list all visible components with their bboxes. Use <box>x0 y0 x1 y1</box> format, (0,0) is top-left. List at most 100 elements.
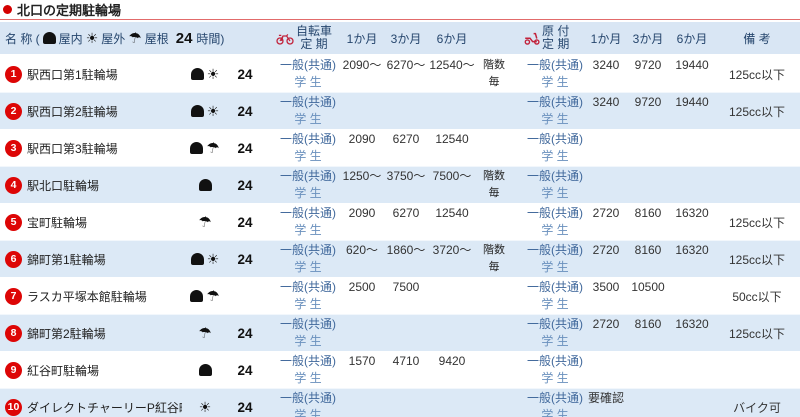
moped-student-label: 学 生 <box>541 408 569 417</box>
facility-name: 駅西口第1駐輪場 <box>27 67 118 82</box>
bike-price-note <box>476 94 512 128</box>
header-24h-suffix: 時間) <box>196 31 225 46</box>
moped-price-6mo <box>670 131 714 165</box>
bike-student-label: 学 生 <box>294 260 322 274</box>
facility-feature-icons: ☀ ☂ <box>182 179 228 191</box>
row-number-badge: 4 <box>5 176 22 194</box>
indoor-icon <box>198 364 212 376</box>
row-number-badge: 5 <box>5 213 22 231</box>
bike-category-cell: 一般(共通) 学 生 <box>276 316 340 350</box>
bike-price-1mo: 2090～ <box>342 58 382 72</box>
facility-name-cell: 9 紅谷町駐輪場 ☀ ☂ 24 <box>0 361 262 379</box>
bike-student-label: 学 生 <box>294 149 322 163</box>
moped-price-1mo: 3240 <box>592 95 620 109</box>
moped-price-1mo: 2720 <box>592 243 620 257</box>
header-remarks-column: 備 考 <box>743 31 771 46</box>
moped-price-6mo: 19440 <box>675 58 709 72</box>
moped-price-3mo <box>626 390 670 417</box>
bike-price-6mo: 3720～ <box>432 243 472 257</box>
moped-price-6mo: 16320 <box>675 317 709 331</box>
bike-price-note <box>476 131 512 165</box>
header-outdoor-label: 屋外 <box>101 31 126 46</box>
bike-student-label: 学 生 <box>294 408 322 417</box>
moped-general-label: 一般(共通) <box>527 169 583 183</box>
moped-student-label: 学 生 <box>541 112 569 126</box>
moped-category-cell: 一般(共通) 学 生 <box>524 168 586 202</box>
bike-student-label: 学 生 <box>294 186 322 200</box>
table-header-row: 名 称 ( 屋内 ☀ 屋外 ☂ 屋根 24 時間) 自転車 定 期 1か月 3か… <box>0 22 800 54</box>
moped-price-1mo: 2720 <box>592 206 620 220</box>
bike-price-1mo: 1570 <box>348 354 376 368</box>
remarks-cell: 125cc以下 <box>728 215 786 230</box>
moped-category-cell: 一般(共通) 学 生 <box>524 131 586 165</box>
bike-price-1mo: 620～ <box>345 243 379 257</box>
bike-category-cell: 一般(共通) 学 生 <box>276 205 340 239</box>
bike-price-6mo <box>428 94 476 128</box>
indoor-icon <box>190 253 204 265</box>
bike-price-note <box>476 279 512 313</box>
bike-general-label: 一般(共通) <box>280 391 336 405</box>
moped-student-label: 学 生 <box>541 149 569 163</box>
header-24h-number: 24 <box>175 29 193 47</box>
bike-price-3mo: 1860～ <box>386 243 426 257</box>
moped-category-cell: 一般(共通) 学 生 <box>524 390 586 417</box>
table-row: 2 駅西口第2駐輪場 ☀ ☂ 24 一般(共通) 学 生 一般 <box>0 93 800 130</box>
moped-price-6mo <box>670 353 714 387</box>
bike-category-cell: 一般(共通) 学 生 <box>276 242 340 276</box>
bike-price-1mo <box>340 94 384 128</box>
moped-general-label: 一般(共通) <box>527 243 583 257</box>
24h-label: 24 <box>237 214 253 230</box>
facility-name: ダイレクトチャーリーP紅谷町No.2 <box>27 400 182 415</box>
bike-price-3mo: 4710 <box>392 354 420 368</box>
bike-price-3mo: 6270～ <box>386 58 426 72</box>
bike-price-1mo: 2090 <box>348 206 376 220</box>
table-row: 1 駅西口第1駐輪場 ☀ ☂ 24 一般(共通) 学 生 2090～ 6270～… <box>0 56 800 93</box>
roof-icon: ☂ <box>127 28 143 48</box>
bike-student-label: 学 生 <box>294 75 322 89</box>
24h-label: 24 <box>237 140 253 156</box>
moped-price-3mo: 8160 <box>634 206 662 220</box>
moped-price-3mo <box>626 168 670 202</box>
indoor-icon <box>42 32 56 44</box>
bike-price-3mo <box>384 94 428 128</box>
moped-price-3mo <box>626 131 670 165</box>
table-row: 4 駅北口駐輪場 ☀ ☂ 24 一般(共通) 学 生 1250～ 3750～ 7… <box>0 167 800 204</box>
moped-category-cell: 一般(共通) 学 生 <box>524 94 586 128</box>
outdoor-icon: ☀ <box>206 66 220 82</box>
bike-price-note <box>476 316 512 350</box>
moped-price-6mo: 16320 <box>675 243 709 257</box>
bike-category-cell: 一般(共通) 学 生 <box>276 131 340 165</box>
bike-general-label: 一般(共通) <box>280 280 336 294</box>
facility-name-cell: 10 ダイレクトチャーリーP紅谷町No.2 ☀ ☂ 24 <box>0 398 262 416</box>
facility-name-cell: 4 駅北口駐輪場 ☀ ☂ 24 <box>0 176 262 194</box>
header-bike-month-6: 6か月 <box>436 31 468 46</box>
header-name-prefix: 名 称 ( <box>5 31 40 46</box>
bike-price-6mo: 7500～ <box>432 169 472 183</box>
facility-name: 紅谷町駐輪場 <box>27 363 100 378</box>
table-row: 10 ダイレクトチャーリーP紅谷町No.2 ☀ ☂ 24 一般(共通) 学 生 <box>0 389 800 417</box>
indoor-icon <box>190 68 204 80</box>
moped-category-cell: 一般(共通) 学 生 <box>524 57 586 91</box>
bike-category-cell: 一般(共通) 学 生 <box>276 353 340 387</box>
facility-feature-icons: ☀ ☂ <box>182 287 228 305</box>
moped-category-cell: 一般(共通) 学 生 <box>524 279 586 313</box>
bike-price-3mo <box>384 390 428 417</box>
moped-general-label: 一般(共通) <box>527 280 583 294</box>
bike-price-3mo: 3750～ <box>386 169 426 183</box>
24h-label: 24 <box>237 362 253 378</box>
outdoor-icon: ☀ <box>206 251 220 267</box>
row-number-badge: 9 <box>5 361 22 379</box>
facility-name-cell: 1 駅西口第1駐輪場 ☀ ☂ 24 <box>0 65 262 83</box>
bike-price-3mo: 7500 <box>392 280 420 294</box>
moped-price-6mo <box>670 390 714 417</box>
row-number-badge: 6 <box>5 250 22 268</box>
facility-feature-icons: ☀ ☂ <box>182 104 228 118</box>
24h-label: 24 <box>237 325 253 341</box>
moped-price-1mo: 3240 <box>592 58 620 72</box>
header-bike-month-1: 1か月 <box>346 31 378 46</box>
indoor-icon <box>190 105 204 117</box>
moped-price-1mo <box>586 131 626 165</box>
moped-price-6mo <box>670 168 714 202</box>
row-number-badge: 7 <box>5 287 22 305</box>
